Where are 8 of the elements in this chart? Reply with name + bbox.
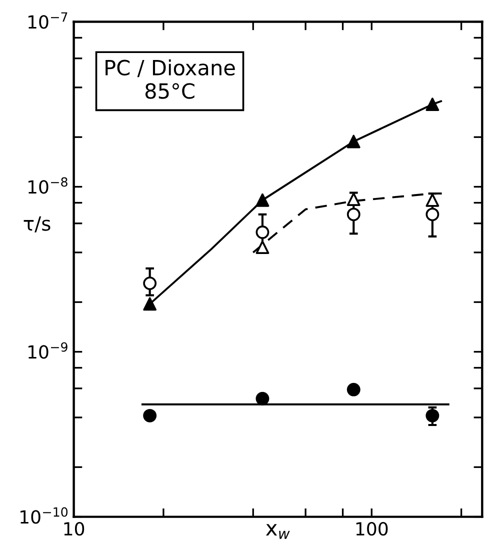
x-tick-label: 100	[356, 522, 388, 536]
annotation: PC / Dioxane 85°C	[106, 59, 235, 99]
y-tick-label: 10$^{−9}$	[28, 342, 68, 359]
y-tick-label: 10$^{−7}$	[28, 12, 68, 29]
x-axis-title: x$_{w}$	[266, 524, 290, 539]
y-axis-title: τ/s	[24, 216, 50, 232]
y-tick-label: 10$^{−8}$	[28, 177, 68, 194]
x-tick-label: 10	[64, 522, 84, 536]
